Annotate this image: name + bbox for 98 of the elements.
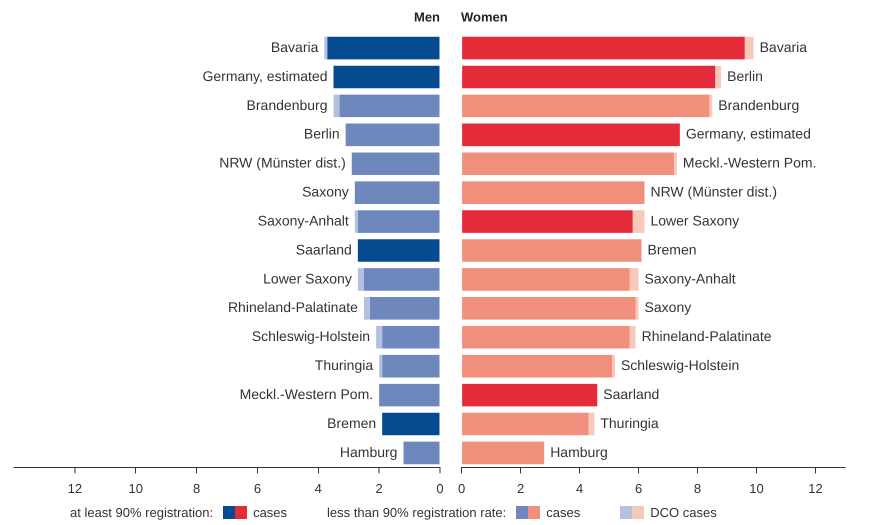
x-tick-label: 4 [576, 480, 584, 496]
bar [674, 152, 677, 176]
bar [364, 297, 370, 320]
y-tick-label: Hamburg [550, 444, 608, 460]
legend-label: DCO cases [650, 505, 717, 520]
bar [462, 210, 633, 233]
y-tick-label: Berlin [727, 68, 763, 84]
bar [370, 297, 440, 320]
bar [462, 297, 636, 320]
y-tick-label: Bavaria [270, 38, 319, 55]
y-tick-label: NRW (Münster dist.) [219, 154, 346, 171]
y-tick-label: Saxony-Anhalt [644, 270, 736, 286]
bar [462, 268, 630, 291]
bar [376, 326, 382, 349]
text: less than 90% registration rate: [327, 505, 506, 520]
y-tick-label: Lower Saxony [263, 270, 352, 286]
bar [354, 210, 358, 233]
x-tick-label: 6 [254, 480, 262, 496]
bar [382, 354, 440, 378]
bar [358, 210, 440, 233]
y-tick-label: Thuringia [600, 414, 659, 431]
bar [334, 66, 440, 88]
y-tick-label: Saxony [644, 299, 692, 316]
bar [462, 181, 644, 204]
chart-title: Women [461, 9, 508, 24]
bar [709, 94, 712, 118]
y-tick-label: Saxony-Anhalt [258, 212, 349, 228]
x-tick-label: 8 [192, 480, 200, 496]
bar [354, 181, 440, 204]
bar [630, 326, 636, 349]
x-tick-label: 8 [694, 480, 702, 496]
y-tick-label: Brandenburg [718, 96, 800, 113]
bar [715, 66, 722, 88]
y-tick-label: Hamburg [340, 444, 398, 460]
y-tick-label: Saarland [296, 241, 352, 258]
bar [462, 442, 544, 464]
x-tick-label: 10 [128, 480, 143, 496]
x-tick-label: 2 [376, 480, 383, 496]
bar [462, 239, 642, 262]
bar [462, 124, 680, 146]
bar [462, 412, 588, 436]
x-tick-label: 0 [436, 480, 444, 496]
y-tick-label: Lower Saxony [650, 212, 740, 228]
bar [462, 36, 745, 60]
y-tick-label: Meckl.-Western Pom. [682, 154, 816, 171]
legend-label: cases [546, 505, 580, 520]
bar [462, 354, 612, 378]
bar [334, 94, 340, 118]
x-tick-label: 10 [749, 480, 764, 496]
bar [352, 152, 440, 176]
bar [462, 94, 710, 118]
bar [403, 442, 440, 464]
bar [340, 94, 440, 118]
bar [358, 268, 364, 291]
bar [636, 297, 639, 320]
legend-label: cases [253, 505, 288, 520]
y-tick-label: Meckl.-Western Pom. [240, 386, 374, 402]
bar [462, 152, 674, 176]
y-tick-label: Brandenburg [246, 96, 328, 113]
bar [364, 268, 440, 291]
bar [382, 326, 440, 349]
bar [462, 384, 598, 406]
bar [630, 268, 639, 291]
y-tick-label: Bremen [648, 241, 697, 258]
bar [379, 384, 440, 406]
bar [744, 36, 754, 60]
y-tick-label: Bremen [327, 414, 376, 431]
bar [346, 124, 440, 146]
bar [632, 210, 644, 233]
bar [588, 412, 594, 436]
y-tick-label: Germany, estimated [686, 126, 811, 142]
bar [462, 326, 630, 349]
bar [324, 36, 328, 60]
x-tick-label: 0 [458, 480, 466, 496]
bar [379, 354, 382, 378]
y-tick-label: NRW (Münster dist.) [650, 184, 778, 200]
bar [327, 36, 440, 60]
bar [612, 354, 615, 378]
y-tick-label: Berlin [304, 126, 340, 142]
y-tick-label: Rhineland-Palatinate [228, 299, 358, 316]
y-tick-label: Thuringia [314, 357, 374, 374]
text: at least 90% registration: [70, 505, 214, 520]
y-tick-label: Rhineland-Palatinate [642, 328, 772, 344]
bar [382, 412, 440, 436]
x-tick-label: 12 [68, 480, 82, 496]
chart-title: Men [414, 9, 440, 24]
x-tick-label: 12 [808, 480, 823, 496]
x-tick-label: 2 [516, 480, 524, 496]
y-tick-label: Germany, estimated [202, 68, 328, 84]
y-tick-label: Saarland [603, 386, 660, 402]
bar [358, 239, 440, 262]
y-tick-label: Schleswig-Holstein [620, 357, 740, 374]
x-tick-label: 4 [314, 480, 322, 496]
bar [462, 66, 716, 88]
x-tick-label: 6 [634, 480, 642, 496]
y-tick-label: Schleswig-Holstein [252, 328, 370, 344]
y-tick-label: Bavaria [760, 38, 808, 55]
y-tick-label: Saxony [302, 184, 349, 200]
